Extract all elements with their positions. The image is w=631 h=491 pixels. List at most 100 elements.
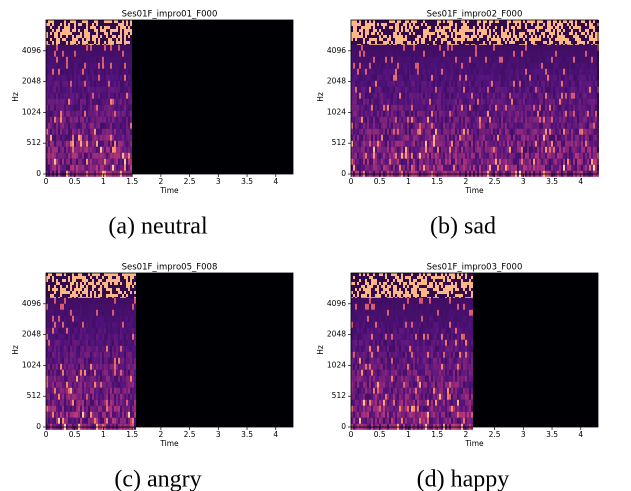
spectrogram-texture bbox=[463, 111, 465, 117]
spectrogram-texture bbox=[491, 123, 493, 129]
spectrogram-texture bbox=[487, 135, 489, 141]
spectrogram-texture bbox=[401, 153, 403, 159]
spectrogram-texture bbox=[451, 123, 453, 129]
spectrogram-texture bbox=[88, 63, 90, 69]
spectrogram-texture bbox=[130, 165, 132, 171]
spectrogram-texture bbox=[467, 123, 469, 129]
noise-band bbox=[84, 38, 86, 41]
noise-band bbox=[381, 26, 383, 29]
spectrogram-texture bbox=[439, 63, 441, 69]
noise-band bbox=[50, 23, 52, 26]
spectrogram-texture bbox=[102, 159, 104, 165]
spectrogram-texture bbox=[395, 153, 397, 159]
spectrogram-texture bbox=[106, 63, 108, 69]
spectrogram-texture bbox=[487, 129, 489, 135]
spectrogram-texture bbox=[405, 141, 407, 147]
spectrogram-texture bbox=[503, 63, 505, 69]
spectrogram-texture bbox=[50, 93, 52, 99]
spectrogram-texture bbox=[64, 87, 66, 93]
spectrogram-texture bbox=[112, 129, 114, 135]
noise-band bbox=[573, 38, 575, 41]
spectrogram-texture bbox=[417, 51, 419, 57]
spectrogram-texture bbox=[529, 147, 531, 153]
noise-band bbox=[385, 20, 387, 23]
spectrogram-texture bbox=[545, 105, 547, 111]
noise-band bbox=[495, 29, 497, 32]
spectrogram-texture bbox=[130, 105, 132, 111]
spectrogram-texture bbox=[467, 99, 469, 105]
spectrogram-texture bbox=[491, 153, 493, 159]
spectrogram-texture bbox=[425, 147, 427, 153]
spectrogram-texture bbox=[531, 87, 533, 93]
spectrogram-texture bbox=[549, 129, 551, 135]
spectrogram-texture bbox=[122, 153, 124, 159]
spectrogram-texture bbox=[471, 93, 473, 99]
spectrogram-texture bbox=[359, 93, 361, 99]
spectrogram-texture bbox=[533, 87, 535, 93]
spectrogram-texture bbox=[557, 135, 559, 141]
noise-band bbox=[371, 29, 373, 32]
spectrogram-texture bbox=[363, 135, 365, 141]
noise-band bbox=[547, 23, 549, 26]
noise-band bbox=[545, 26, 547, 29]
noise-band bbox=[421, 35, 423, 38]
spectrogram-texture bbox=[381, 93, 383, 99]
spectrogram-texture bbox=[453, 159, 455, 165]
spectrogram-texture bbox=[102, 129, 104, 135]
noise-band bbox=[60, 20, 62, 23]
noise-band bbox=[118, 41, 120, 44]
noise-band bbox=[114, 32, 116, 35]
noise-band bbox=[561, 23, 563, 26]
spectrogram-texture bbox=[393, 81, 395, 87]
spectrogram-texture bbox=[383, 99, 385, 105]
noise-band bbox=[535, 23, 537, 26]
spectrogram-texture bbox=[429, 165, 431, 171]
spectrogram-texture bbox=[563, 111, 565, 117]
spectrogram-texture bbox=[461, 57, 463, 63]
spectrogram-texture bbox=[527, 123, 529, 129]
spectrogram-texture bbox=[421, 69, 423, 75]
spectrogram-texture bbox=[479, 45, 481, 51]
spectrogram-texture bbox=[399, 111, 401, 117]
spectrogram-texture bbox=[573, 117, 575, 123]
noise-band bbox=[491, 20, 493, 23]
spectrogram-texture bbox=[449, 81, 451, 87]
spectrogram-texture bbox=[535, 87, 537, 93]
noise-band bbox=[68, 20, 70, 23]
spectrogram-texture bbox=[537, 147, 539, 153]
spectrogram-texture bbox=[405, 81, 407, 87]
spectrogram-texture bbox=[367, 51, 369, 57]
noise-band bbox=[108, 26, 110, 29]
spectrogram-texture bbox=[417, 99, 419, 105]
spectrogram-texture bbox=[511, 147, 513, 153]
spectrogram-texture bbox=[573, 111, 575, 117]
spectrogram-texture bbox=[50, 99, 52, 105]
spectrogram-texture bbox=[56, 111, 58, 117]
noise-band bbox=[112, 23, 114, 26]
spectrogram-texture bbox=[531, 63, 533, 69]
spectrogram-texture bbox=[479, 69, 481, 75]
spectrogram-texture bbox=[467, 87, 469, 93]
spectrogram-texture bbox=[417, 63, 419, 69]
spectrogram-texture bbox=[118, 105, 120, 111]
noise-band bbox=[469, 35, 471, 38]
spectrogram-texture bbox=[409, 165, 411, 171]
spectrogram-texture bbox=[64, 141, 66, 147]
spectrogram-texture bbox=[515, 147, 517, 153]
spectrogram-texture bbox=[108, 99, 110, 105]
spectrogram-texture bbox=[513, 165, 515, 171]
spectrogram-texture bbox=[583, 93, 585, 99]
spectrogram-texture bbox=[463, 129, 465, 135]
noise-band bbox=[395, 35, 397, 38]
spectrogram-texture bbox=[423, 51, 425, 57]
spectrogram-texture bbox=[499, 51, 501, 57]
spectrogram-texture bbox=[535, 57, 537, 63]
spectrogram-texture bbox=[108, 51, 110, 57]
noise-band bbox=[403, 41, 405, 44]
spectrogram-texture bbox=[547, 99, 549, 105]
spectrogram-texture bbox=[473, 69, 475, 75]
spectrogram-texture bbox=[523, 135, 525, 141]
spectrogram-texture bbox=[385, 141, 387, 147]
spectrogram-texture bbox=[78, 165, 80, 171]
spectrogram-texture bbox=[505, 99, 507, 105]
